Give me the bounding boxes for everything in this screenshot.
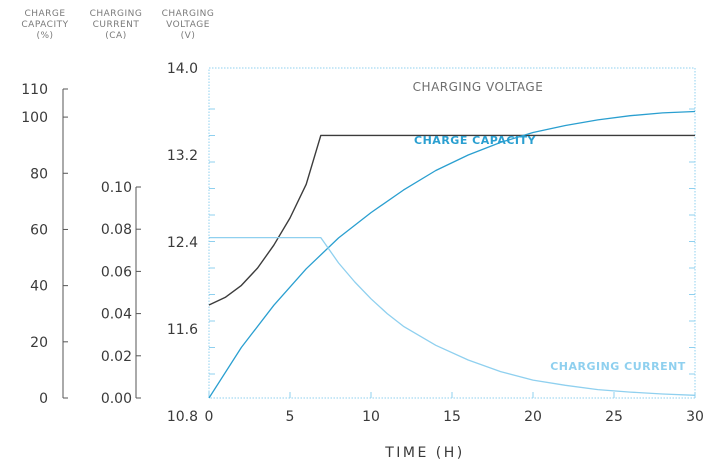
x-tick-label: 5 [286,409,295,425]
capacity-tick-label: 80 [30,166,48,182]
current-header-line-2: CURRENT [93,20,140,30]
series-group [208,110,696,399]
capacity-tick-label: 0 [39,391,48,407]
voltage-tick-label: 11.6 [167,322,198,338]
capacity-tick-label: 100 [21,110,48,126]
plot-frame [208,67,696,399]
voltage-tick-label: 14.0 [167,61,198,77]
capacity-tick-label: 40 [30,279,48,295]
current-line [209,236,696,396]
capacity-header-line-2: CAPACITY [21,20,68,30]
current-series-label: CHARGING CURRENT [550,360,686,373]
voltage-header-line-2: VOLTAGE [166,20,210,30]
current-tick-label: 0.06 [101,264,132,280]
capacity-header-line-3: (%) [36,31,53,41]
capacity-series-label: CHARGE CAPACITY [414,134,536,147]
capacity-line [208,110,696,399]
capacity-tick-label: 60 [30,222,48,238]
x-tick-label: 0 [205,409,214,425]
x-tick-label: 15 [443,409,461,425]
x-axis-label: TIME (H) [384,445,465,461]
capacity-header-line-1: CHARGE [24,9,65,19]
x-tick-label: 10 [362,409,380,425]
voltage-header-line-3: (V) [181,31,196,41]
current-tick-label: 0.10 [101,180,132,196]
capacity-tick-label: 110 [21,82,48,98]
capacity-tick-label: 20 [30,335,48,351]
x-tick-label: 25 [605,409,623,425]
current-header-line-3: (CA) [105,31,126,41]
capacity-axis-header: CHARGE CAPACITY (%) [21,9,68,41]
voltage-tick-label: 13.2 [167,148,198,164]
current-tick-label: 0.02 [101,349,132,365]
voltage-line [208,134,695,306]
x-tick-label: 30 [686,409,704,425]
current-tick-label: 0.08 [101,222,132,238]
current-header-line-1: CHARGING [90,9,143,19]
current-tick-label: 0.04 [101,307,132,323]
voltage-tick-label: 10.8 [167,409,198,425]
x-tick-label: 20 [524,409,542,425]
axes-group: 0204060801001100.000.020.040.060.080.101… [21,61,704,425]
current-axis-header: CHARGING CURRENT (CA) [90,9,143,41]
voltage-series-label: CHARGING VOLTAGE [413,80,544,94]
voltage-tick-label: 12.4 [167,235,198,251]
voltage-axis-header: CHARGING VOLTAGE (V) [162,9,215,41]
current-tick-label: 0.00 [101,391,132,407]
voltage-header-line-1: CHARGING [162,9,215,19]
